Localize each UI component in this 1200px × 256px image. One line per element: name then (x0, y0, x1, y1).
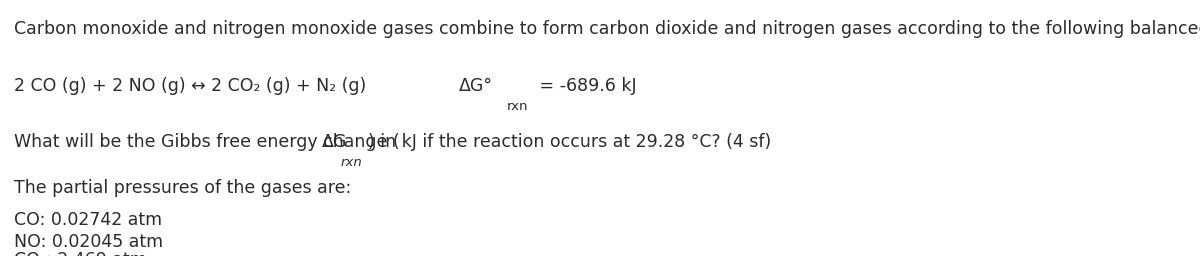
Text: Carbon monoxide and nitrogen monoxide gases combine to form carbon dioxide and n: Carbon monoxide and nitrogen monoxide ga… (14, 20, 1200, 38)
Text: CO: 0.02742 atm: CO: 0.02742 atm (14, 211, 162, 229)
Text: NO: 0.02045 atm: NO: 0.02045 atm (14, 233, 163, 251)
Text: rxn: rxn (506, 100, 528, 113)
Text: ) in kJ if the reaction occurs at 29.28 °C? (4 sf): ) in kJ if the reaction occurs at 29.28 … (368, 133, 772, 151)
Text: = -689.6 kJ: = -689.6 kJ (534, 77, 637, 95)
Text: 2 CO (g) + 2 NO (g) ↔ 2 CO₂ (g) + N₂ (g): 2 CO (g) + 2 NO (g) ↔ 2 CO₂ (g) + N₂ (g) (14, 77, 367, 95)
Text: ΔG: ΔG (322, 133, 347, 151)
Text: rxn: rxn (341, 156, 362, 169)
Text: What will be the Gibbs free energy change (: What will be the Gibbs free energy chang… (14, 133, 400, 151)
Text: The partial pressures of the gases are:: The partial pressures of the gases are: (14, 179, 352, 197)
Text: CO: CO (14, 251, 41, 256)
Text: ΔG°: ΔG° (458, 77, 492, 95)
Text: : 2.469 atm: : 2.469 atm (46, 251, 146, 256)
